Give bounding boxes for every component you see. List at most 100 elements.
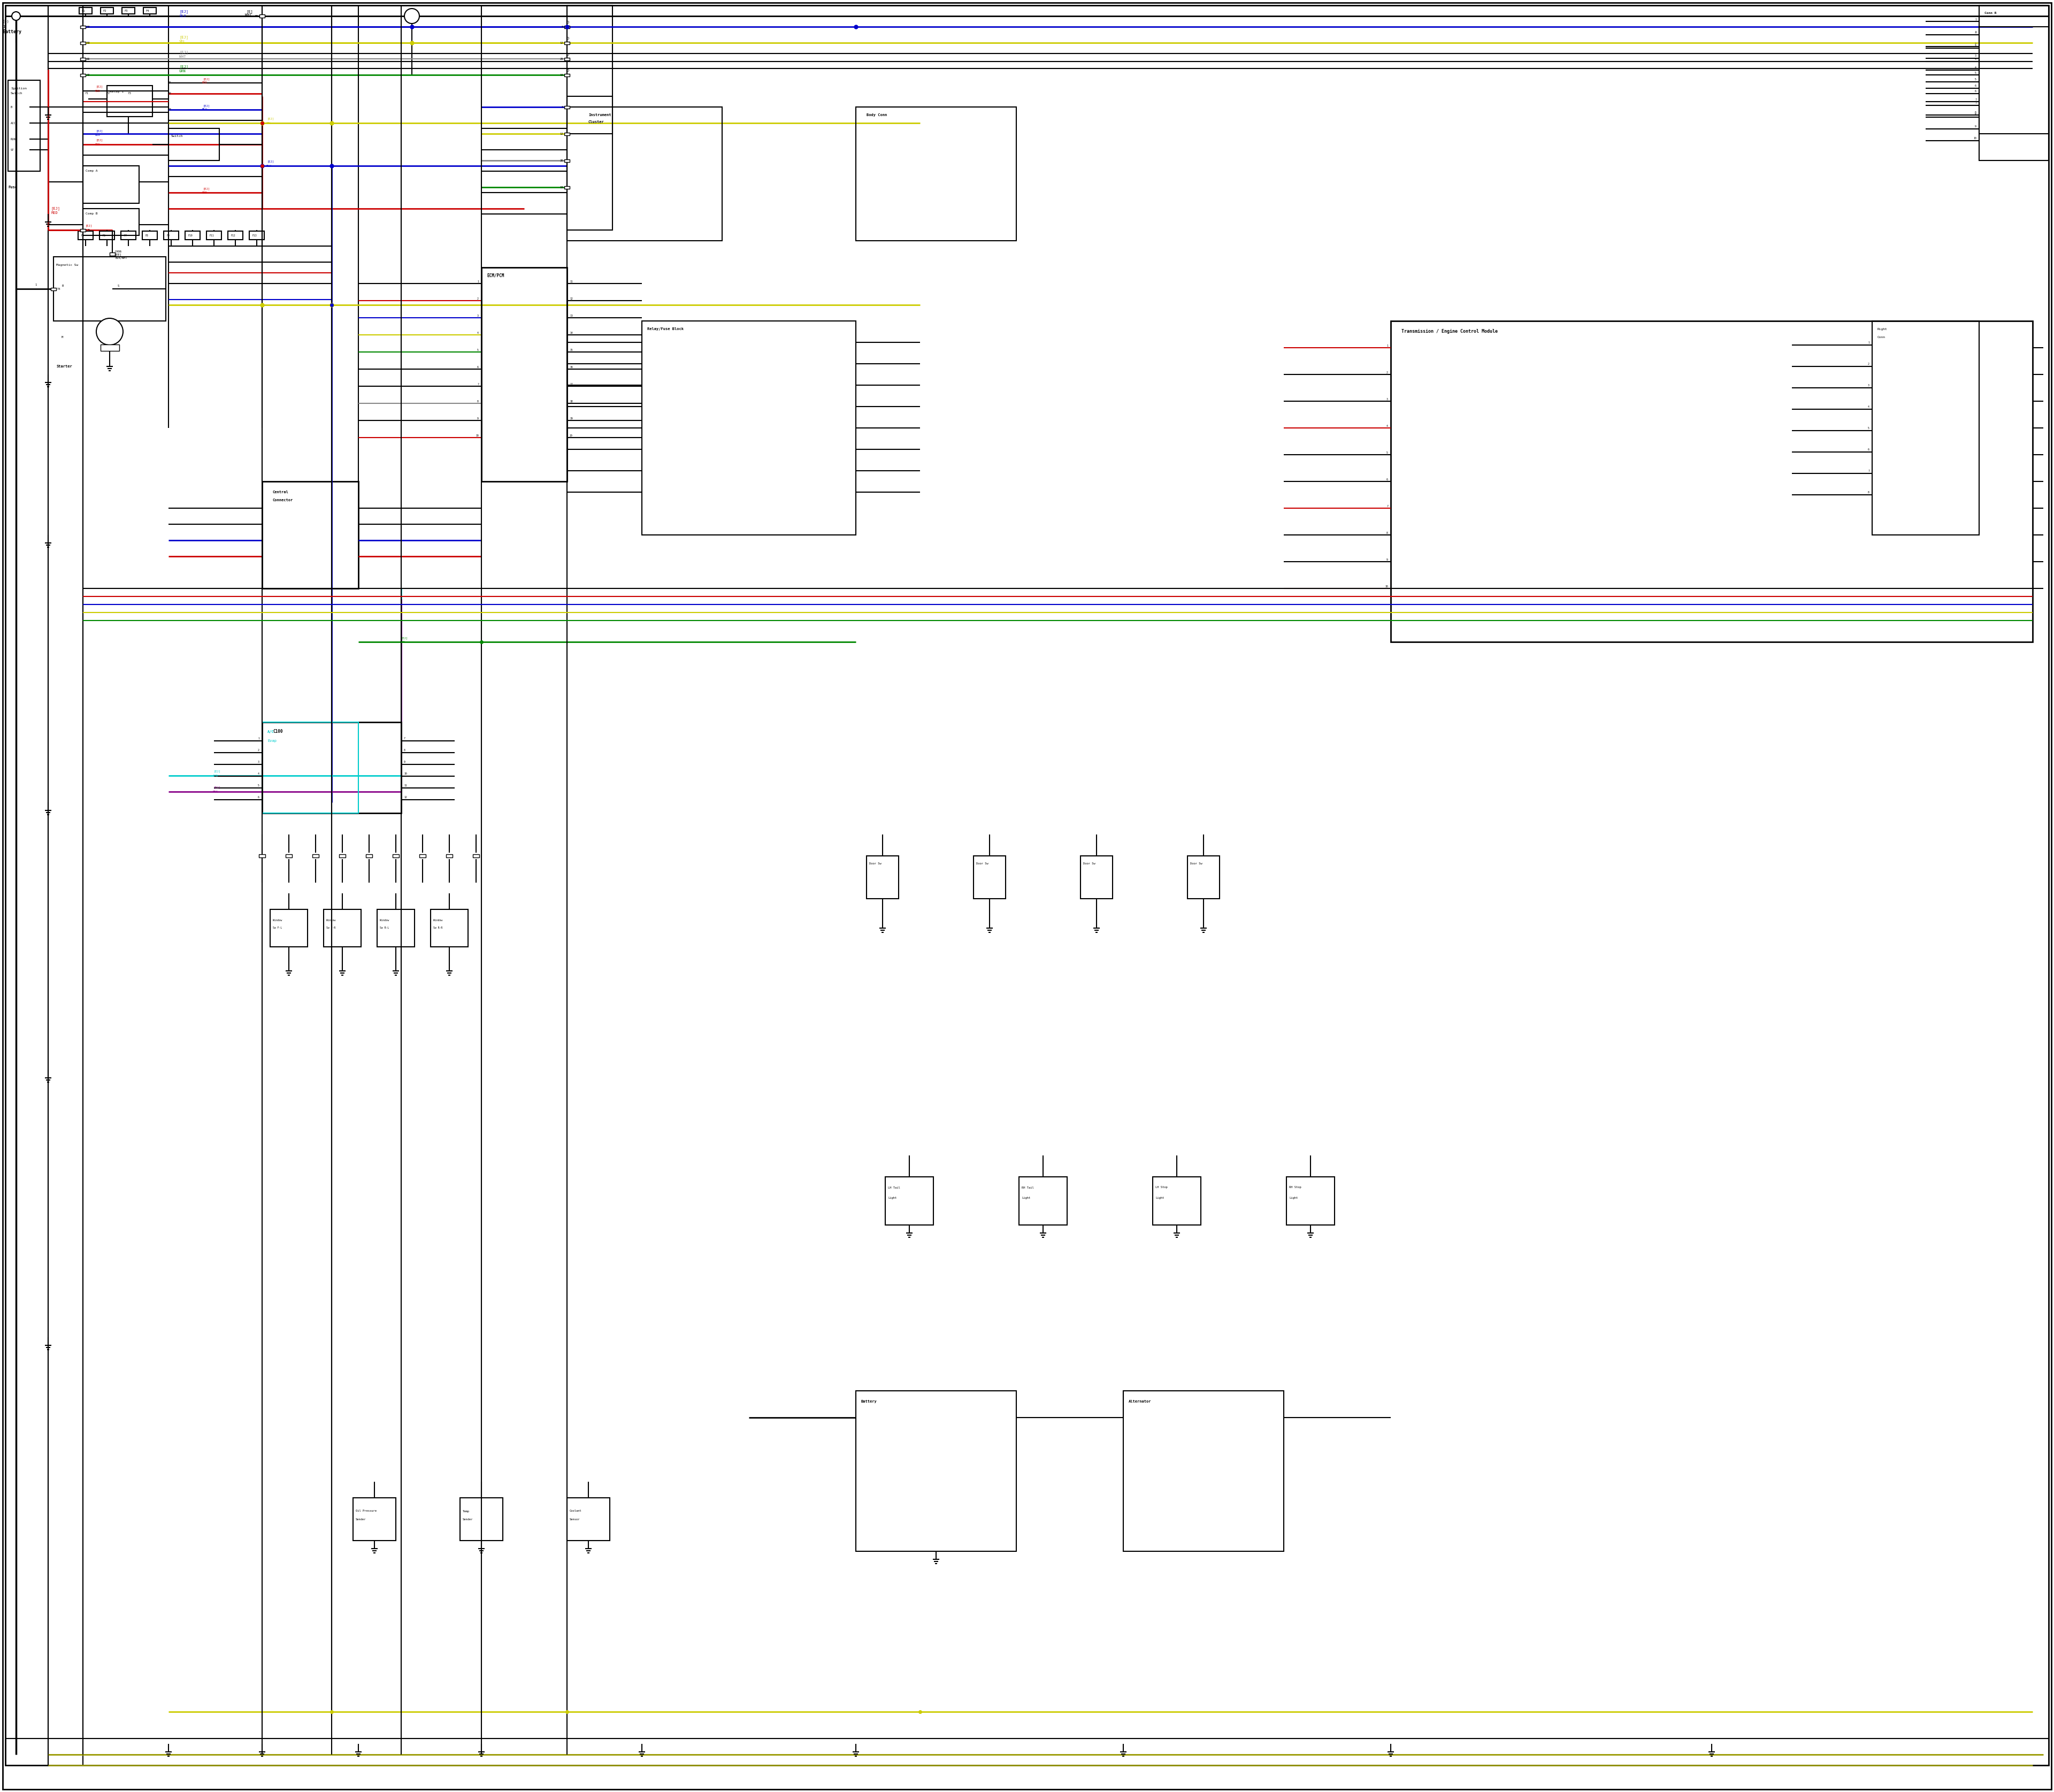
Text: 12: 12 <box>569 297 573 299</box>
Text: Door Sw: Door Sw <box>976 862 988 866</box>
Text: [EJ]: [EJ] <box>51 206 60 210</box>
Bar <box>325 909 362 946</box>
Text: WHT: WHT <box>244 13 253 16</box>
Bar <box>121 231 136 240</box>
Text: [EJ]: [EJ] <box>267 159 275 163</box>
Text: RED: RED <box>51 211 58 215</box>
Bar <box>263 482 357 588</box>
Text: F10: F10 <box>189 235 193 237</box>
Bar <box>99 231 115 240</box>
Text: RED: RED <box>94 143 101 145</box>
Bar <box>80 229 86 231</box>
Bar <box>567 97 612 229</box>
Text: 58: 58 <box>86 25 90 29</box>
Bar <box>1980 27 2048 161</box>
Text: Window: Window <box>327 919 335 921</box>
Circle shape <box>97 319 123 346</box>
Bar <box>1391 321 2033 642</box>
Bar <box>101 344 119 351</box>
Bar <box>82 167 140 202</box>
Text: LH Stop: LH Stop <box>1154 1186 1167 1188</box>
Text: Coolant: Coolant <box>569 1511 581 1512</box>
Bar <box>185 231 199 240</box>
Text: T4: T4 <box>58 287 62 290</box>
Text: Sw R-L: Sw R-L <box>380 926 388 930</box>
Bar <box>8 81 41 172</box>
Text: [EJ]: [EJ] <box>97 129 103 133</box>
Text: Right: Right <box>1877 328 1888 330</box>
Text: 19: 19 <box>561 186 563 188</box>
Text: [EJ]: [EJ] <box>179 11 189 14</box>
Text: Sensor: Sensor <box>569 1518 579 1521</box>
Circle shape <box>405 9 419 23</box>
Text: 12: 12 <box>561 41 563 45</box>
Bar <box>101 7 113 14</box>
Text: F1: F1 <box>82 9 84 13</box>
Bar <box>641 321 857 536</box>
Text: F3: F3 <box>127 91 131 95</box>
Text: 13: 13 <box>569 314 573 317</box>
Text: GRN: GRN <box>401 640 405 643</box>
Bar <box>567 1498 610 1541</box>
Text: Sender: Sender <box>355 1518 366 1521</box>
Bar <box>857 108 1017 240</box>
Bar <box>460 1498 503 1541</box>
Text: 1: 1 <box>2 25 4 29</box>
Bar <box>885 1177 933 1226</box>
Text: [EJ]: [EJ] <box>97 138 103 142</box>
Text: 11: 11 <box>405 785 407 787</box>
Text: Window: Window <box>273 919 281 921</box>
Text: YEL: YEL <box>267 122 271 124</box>
Text: Light: Light <box>1154 1197 1165 1199</box>
Text: Door Sw: Door Sw <box>1082 862 1095 866</box>
Text: D: D <box>567 38 569 39</box>
Bar <box>1286 1177 1335 1226</box>
Bar <box>446 855 452 858</box>
Text: 12: 12 <box>561 133 563 134</box>
Text: Battery: Battery <box>2 30 21 34</box>
Text: A2: A2 <box>168 91 173 95</box>
Text: Conn: Conn <box>1877 335 1886 339</box>
Bar <box>378 909 415 946</box>
Text: 14: 14 <box>569 332 573 333</box>
Text: 15: 15 <box>569 348 573 351</box>
Text: Alternator: Alternator <box>1128 1400 1152 1403</box>
Text: Fuse: Fuse <box>8 186 16 188</box>
Bar <box>1187 857 1220 898</box>
Bar <box>80 41 86 45</box>
Text: BLU: BLU <box>94 133 101 136</box>
Text: RH Stop: RH Stop <box>1290 1186 1302 1188</box>
Text: 10: 10 <box>1974 138 1976 140</box>
Bar <box>53 256 166 321</box>
Text: [E]: [E] <box>246 11 253 14</box>
Text: RH Tail: RH Tail <box>1021 1186 1033 1188</box>
Text: Transmission / Engine Control Module: Transmission / Engine Control Module <box>1401 330 1497 333</box>
Text: Oil Pressure: Oil Pressure <box>355 1511 376 1512</box>
Text: F6: F6 <box>103 235 105 237</box>
Text: [EJ]: [EJ] <box>203 77 210 81</box>
Bar <box>353 1498 396 1541</box>
Bar <box>259 14 265 18</box>
Text: A1: A1 <box>168 82 173 84</box>
Bar <box>259 855 265 858</box>
Bar <box>82 208 140 235</box>
Text: Sw R-R: Sw R-R <box>433 926 442 930</box>
Text: Conn R: Conn R <box>1984 13 1996 14</box>
Text: Door Sw: Door Sw <box>869 862 881 866</box>
Text: LH Tail: LH Tail <box>887 1186 900 1188</box>
Text: [EJ]: [EJ] <box>179 50 189 54</box>
Text: ACC: ACC <box>10 122 16 124</box>
Bar <box>565 25 569 29</box>
Text: Sender: Sender <box>462 1518 472 1521</box>
Bar <box>565 133 569 134</box>
Bar <box>339 855 345 858</box>
Bar <box>565 106 569 108</box>
Text: C100: C100 <box>273 729 283 735</box>
Bar <box>286 855 292 858</box>
Text: [EJ]: [EJ] <box>214 787 222 788</box>
Bar <box>565 73 569 77</box>
Text: Evap: Evap <box>267 740 277 742</box>
Text: 20: 20 <box>561 159 563 161</box>
Text: 17: 17 <box>569 383 573 385</box>
Text: GRN: GRN <box>179 70 187 73</box>
